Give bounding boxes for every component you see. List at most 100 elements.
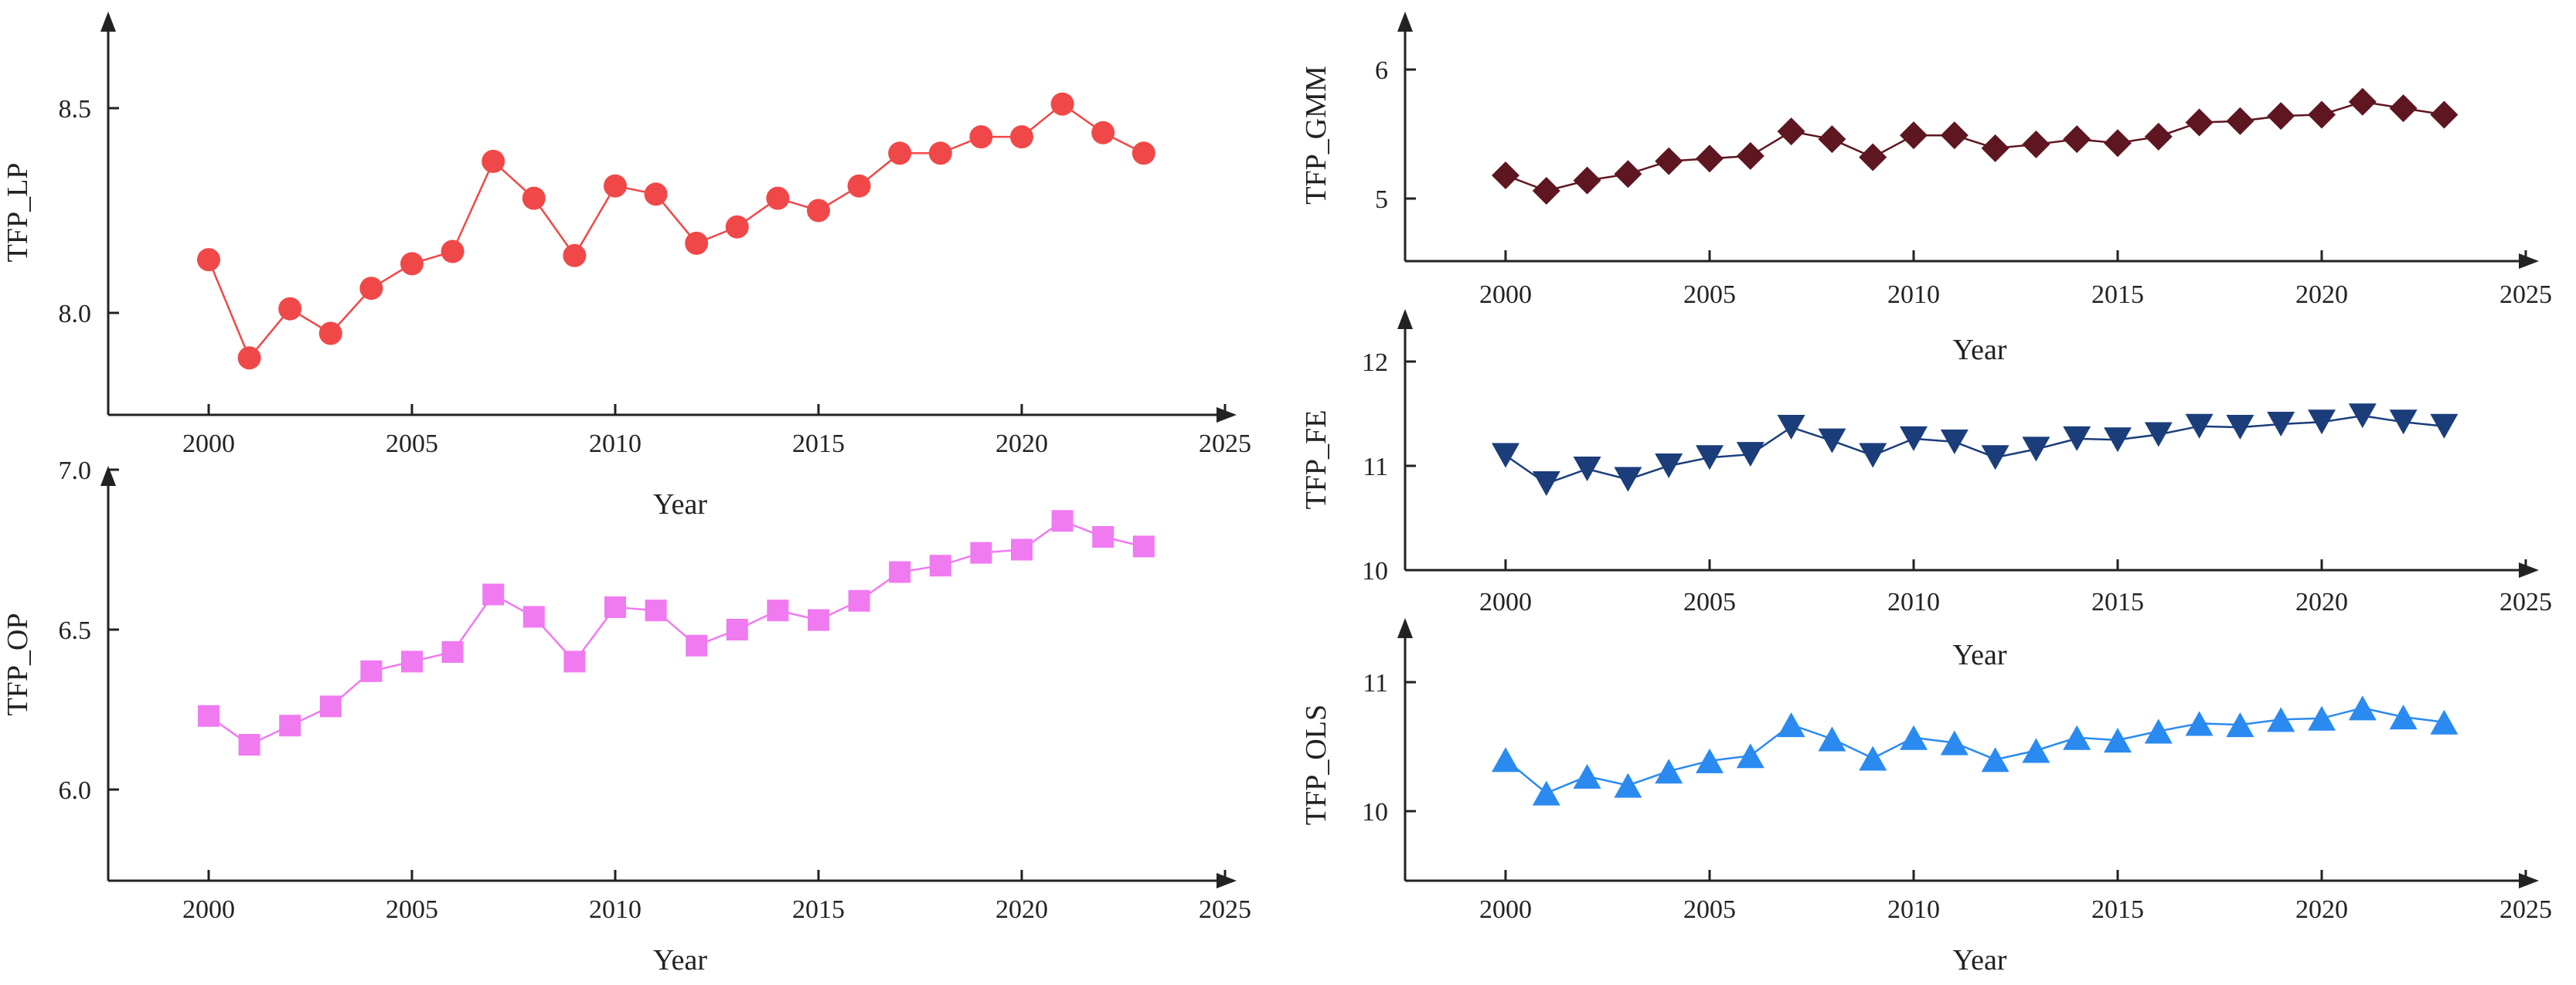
data-point <box>2226 107 2254 135</box>
y-axis-label: TFP_OLS <box>1300 705 1332 825</box>
data-point <box>1777 712 1805 738</box>
data-point <box>1573 457 1601 482</box>
data-point <box>563 243 587 267</box>
data-point <box>1818 125 1846 154</box>
chart-panel-gmm: 2000 2005 2010 2015 2020 2025 5 6 Year TFP_GMM <box>1300 12 2552 366</box>
chart-panel-ols: 2000 2005 2010 2015 2020 2025 10 11 Year TFP_OLS <box>1300 618 2552 977</box>
x-tick-label: 2000 <box>1479 280 1532 309</box>
y-tick-label: 12 <box>1362 348 1388 377</box>
x-tick-label: 2015 <box>792 895 845 924</box>
x-tick-label: 2010 <box>589 895 641 924</box>
data-point <box>1532 470 1560 496</box>
x-axis-label: Year <box>653 488 707 521</box>
data-point <box>1818 428 1846 453</box>
data-point <box>1492 443 1519 468</box>
chart-panel-lp: 2000 2005 2010 2015 2020 2025 8.0 8.5 Year TFP_LP <box>2 12 1251 521</box>
data-point <box>2267 412 2295 436</box>
data-point <box>1492 161 1519 189</box>
data-point <box>2348 695 2377 721</box>
x-tick-label: 2005 <box>386 895 438 924</box>
x-axis-arrow <box>1217 873 1237 888</box>
data-point <box>848 589 870 612</box>
y-axis-label: TFP_LP <box>2 163 34 263</box>
data-point <box>1696 445 1724 470</box>
x-tick-label: 2000 <box>182 430 235 458</box>
data-point <box>441 239 464 263</box>
data-point <box>1940 730 1969 756</box>
data-point <box>928 141 952 165</box>
data-point <box>522 186 546 210</box>
data-point <box>359 277 383 301</box>
data-point <box>1736 743 1764 769</box>
x-tick-label: 2025 <box>2499 280 2552 309</box>
data-point <box>604 596 626 619</box>
data-point <box>563 650 586 673</box>
x-tick-label: 2025 <box>2499 588 2552 616</box>
data-point <box>2308 100 2336 129</box>
y-tick-label: 8.5 <box>59 95 92 124</box>
series-line <box>1505 707 2445 795</box>
data-point <box>482 149 505 173</box>
data-point <box>1655 759 1683 784</box>
x-tick-label: 2020 <box>995 895 1048 924</box>
data-point <box>1092 525 1114 548</box>
data-point <box>2022 130 2050 158</box>
data-point <box>889 561 911 583</box>
data-point <box>1859 746 1887 771</box>
data-point <box>685 231 709 255</box>
data-point <box>2185 711 2214 736</box>
data-point <box>318 321 342 345</box>
data-point <box>1900 725 1928 750</box>
data-point <box>2267 707 2295 732</box>
data-point <box>686 634 708 657</box>
data-point <box>279 715 301 737</box>
data-point <box>1091 121 1115 144</box>
data-point <box>645 599 667 622</box>
data-point <box>1940 121 1969 150</box>
x-tick-label: 2025 <box>1199 895 1251 924</box>
data-point <box>1614 160 1642 189</box>
data-point <box>401 650 423 673</box>
data-point <box>2022 738 2050 763</box>
data-point <box>2104 728 2132 753</box>
x-tick-label: 2015 <box>792 430 845 458</box>
x-tick-label: 2020 <box>2295 280 2348 309</box>
data-point <box>1655 147 1683 175</box>
data-point <box>1532 176 1560 205</box>
y-tick-label: 10 <box>1362 798 1388 827</box>
x-tick-label: 2010 <box>589 430 641 458</box>
data-point <box>1132 535 1155 558</box>
x-tick-label: 2020 <box>995 430 1048 458</box>
x-tick-label: 2010 <box>1887 280 1940 309</box>
data-point <box>400 252 424 276</box>
data-point <box>2226 712 2254 738</box>
x-axis-arrow <box>2519 253 2539 269</box>
x-tick-label: 2005 <box>1683 895 1736 924</box>
data-point <box>1777 117 1805 146</box>
data-point <box>766 186 790 210</box>
data-point <box>888 141 912 165</box>
data-point <box>1859 143 1887 172</box>
data-point <box>807 199 830 222</box>
y-axis-arrow <box>100 466 116 486</box>
x-axis-arrow <box>2519 873 2539 888</box>
data-point <box>2144 718 2173 744</box>
data-point <box>319 695 342 718</box>
x-tick-label: 2015 <box>2091 280 2144 309</box>
data-point <box>1696 748 1724 773</box>
y-tick-label: 11 <box>1363 669 1388 698</box>
y-tick-label: 6 <box>1375 56 1388 85</box>
data-point <box>1051 510 1074 532</box>
data-point <box>1050 92 1074 116</box>
data-point <box>2389 409 2418 435</box>
x-tick-label: 2010 <box>1887 588 1940 616</box>
data-point <box>1532 780 1560 806</box>
data-point <box>2063 125 2091 154</box>
x-tick-label: 2020 <box>2295 895 2348 924</box>
data-point <box>482 583 505 606</box>
x-tick-label: 2000 <box>182 895 235 924</box>
data-point <box>2389 705 2418 730</box>
x-tick-label: 2025 <box>1199 430 1251 458</box>
y-axis-arrow <box>1397 618 1413 638</box>
data-point <box>197 248 220 272</box>
